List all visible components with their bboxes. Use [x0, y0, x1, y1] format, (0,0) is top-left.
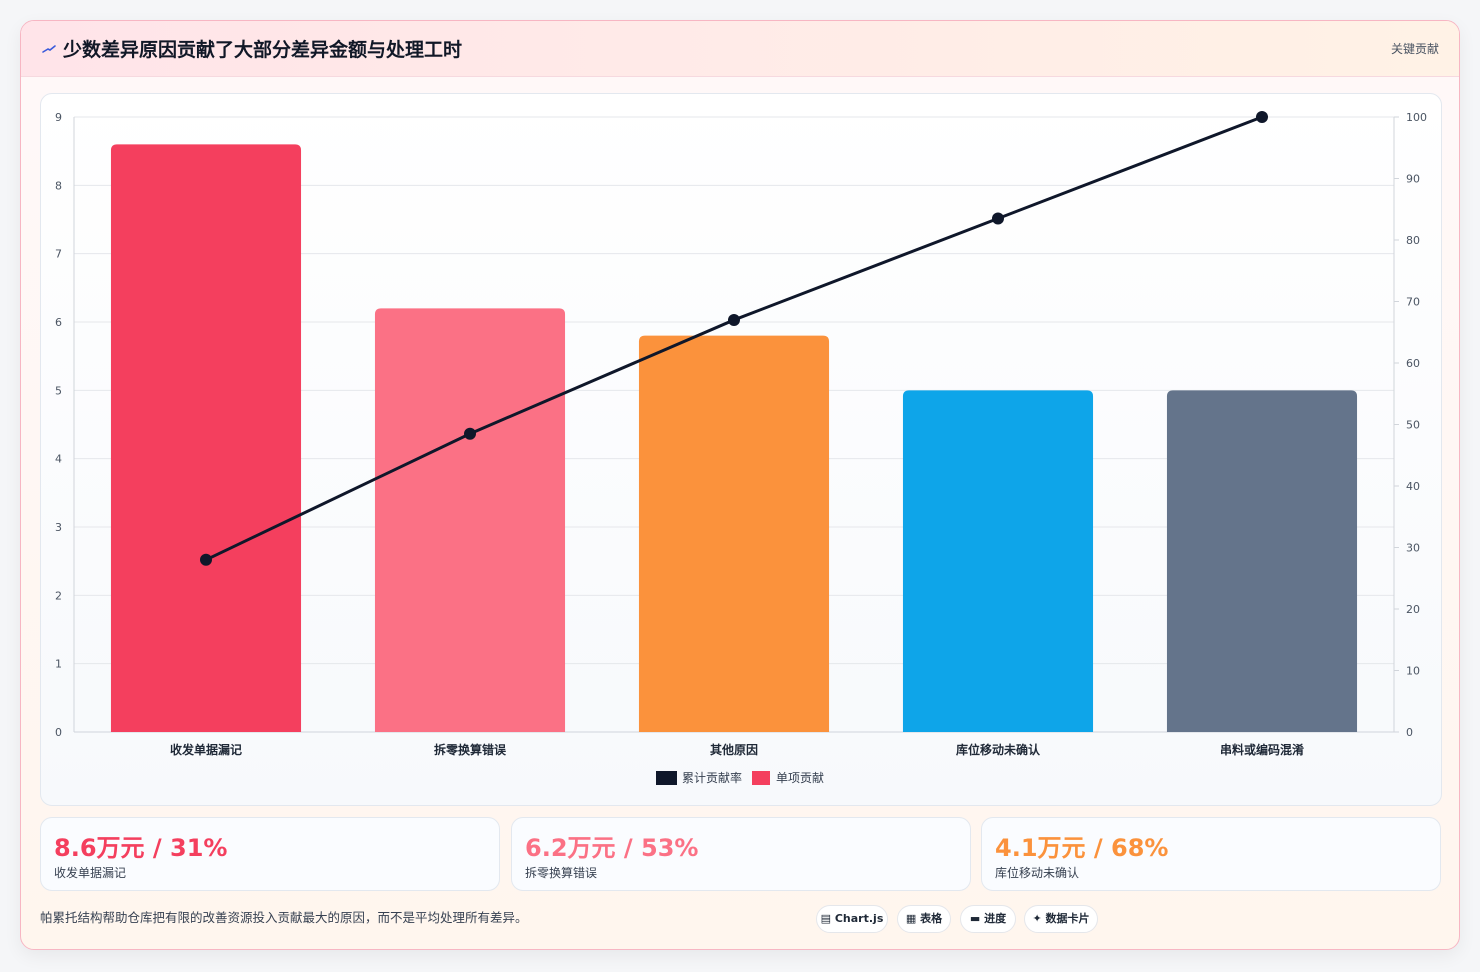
legend-swatch-line [656, 771, 677, 785]
pill-table[interactable]: ▦ 表格 [897, 905, 951, 933]
y-tick-label: 7 [55, 248, 62, 261]
stat-value: 4.1万元 / 68% [995, 834, 1169, 862]
y-tick-label: 8 [55, 179, 62, 192]
y2-tick-label: 90 [1406, 173, 1420, 186]
chart-icon: ▤ [820, 912, 835, 925]
y2-tick-label: 30 [1406, 542, 1420, 555]
x-tick-label: 拆零换算错误 [434, 742, 507, 757]
stat-card-1: 8.6万元 / 31% 收发单据漏记 [40, 817, 500, 891]
bar [902, 390, 1094, 732]
y2-tick-label: 80 [1406, 234, 1420, 247]
pill-progress[interactable]: ▬ 进度 [960, 905, 1016, 933]
y2-tick-label: 60 [1406, 357, 1420, 370]
bar [110, 144, 302, 733]
stat-label: 库位移动未确认 [995, 866, 1080, 880]
y-tick-label: 9 [55, 111, 62, 124]
bar [638, 335, 830, 732]
x-tick-label: 库位移动未确认 [956, 742, 1041, 757]
pill-data-cards[interactable]: ✦ 数据卡片 [1024, 905, 1098, 933]
pill-label: 进度 [984, 912, 1007, 925]
sparkle-icon: ✦ [1032, 912, 1046, 925]
y-tick-label: 6 [55, 316, 62, 329]
cumulative-point [728, 313, 740, 326]
y2-tick-label: 0 [1406, 726, 1413, 739]
stat-card-2: 6.2万元 / 53% 拆零换算错误 [511, 817, 971, 891]
header-tag: 关键贡献 [1390, 42, 1439, 56]
stat-value: 6.2万元 / 53% [525, 834, 699, 862]
legend-label: 累计贡献率 [682, 770, 742, 785]
footer-note: 帕累托结构帮助仓库把有限的改善资源投入贡献最大的原因，而不是平均处理所有差异。 [40, 910, 528, 925]
x-tick-label: 串料或编码混淆 [1220, 742, 1304, 757]
table-icon: ▦ [905, 912, 921, 925]
y2-tick-label: 50 [1406, 419, 1420, 432]
y-tick-label: 4 [55, 453, 62, 466]
pill-label: Chart.js [834, 912, 884, 925]
y-tick-label: 2 [55, 589, 62, 602]
cumulative-point [200, 553, 212, 566]
legend-label: 单项贡献 [776, 770, 824, 785]
y-tick-label: 0 [55, 726, 62, 739]
y2-tick-label: 20 [1406, 603, 1420, 616]
stat-label: 收发单据漏记 [54, 866, 127, 880]
report-card: 少数差异原因贡献了大部分差异金额与处理工时 关键贡献 0 1 2 3 4 5 6 7 8 9 0 10… [20, 20, 1460, 950]
spark-icon [42, 45, 56, 53]
pill-label: 表格 [920, 912, 943, 925]
y2-tick-label: 70 [1406, 296, 1420, 309]
card-header: 少数差异原因贡献了大部分差异金额与处理工时 关键贡献 [21, 21, 1459, 77]
y-tick-label: 3 [55, 521, 62, 534]
y-tick-label: 1 [55, 658, 62, 671]
pill-label: 数据卡片 [1045, 912, 1090, 925]
pill-chartjs[interactable]: ▤ Chart.js [816, 905, 888, 933]
bar [374, 308, 566, 732]
stat-label: 拆零换算错误 [525, 866, 598, 880]
x-tick-label: 其他原因 [710, 742, 758, 757]
y-tick-label: 5 [55, 384, 62, 397]
legend-swatch-bar [752, 771, 770, 785]
x-tick-label: 收发单据漏记 [170, 742, 242, 757]
cumulative-point [1256, 111, 1268, 123]
cumulative-point [464, 427, 476, 440]
stat-value: 8.6万元 / 31% [54, 834, 228, 862]
y2-tick-label: 100 [1406, 111, 1427, 124]
stat-card-3: 4.1万元 / 68% 库位移动未确认 [981, 817, 1441, 891]
progress-icon: ▬ [969, 912, 985, 925]
y2-tick-label: 10 [1406, 665, 1420, 678]
y2-tick-label: 40 [1406, 480, 1420, 493]
chart-panel: 0 1 2 3 4 5 6 7 8 9 0 10 20 30 40 50 60 70 80 90 100 收发单据漏记 拆零… [40, 93, 1442, 806]
bar [1166, 390, 1358, 732]
page-title: 少数差异原因贡献了大部分差异金额与处理工时 [63, 39, 463, 61]
cumulative-point [992, 212, 1004, 225]
